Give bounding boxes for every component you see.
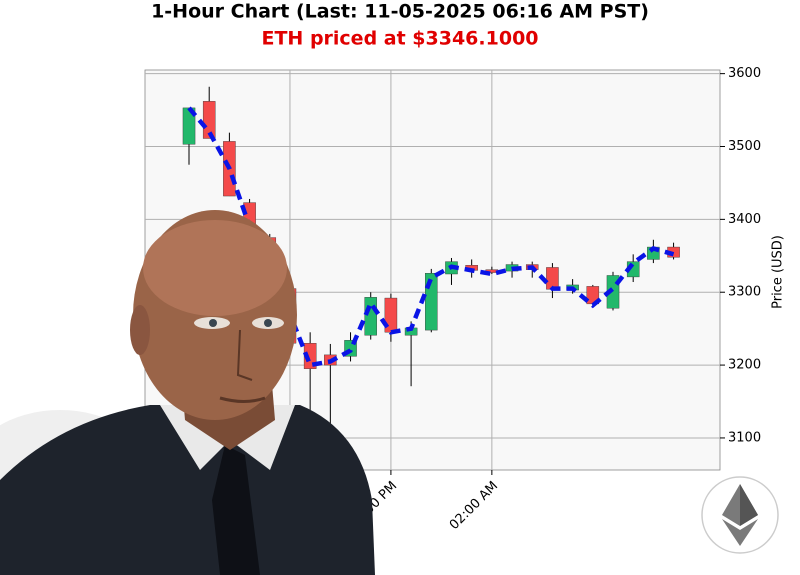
y-tick-label: 3400 xyxy=(728,212,761,227)
y-tick-label: 3300 xyxy=(728,285,761,300)
x-tick-label: 02:00 AM xyxy=(447,479,501,533)
y-tick-label: 3200 xyxy=(728,358,761,373)
chart-title: 1-Hour Chart (Last: 11-05-2025 06:16 AM … xyxy=(151,1,649,23)
y-tick-label: 3600 xyxy=(728,66,761,81)
candle-body xyxy=(202,101,216,139)
candle-body xyxy=(364,297,377,336)
y-axis-label: Price (USD) xyxy=(771,235,786,309)
eth-logo xyxy=(701,476,779,554)
avatar-illustration xyxy=(0,210,375,575)
y-tick-label: 3100 xyxy=(728,430,761,445)
y-tick-label: 3500 xyxy=(728,139,761,154)
chart-subtitle: ETH priced at $3346.1000 xyxy=(261,28,538,50)
